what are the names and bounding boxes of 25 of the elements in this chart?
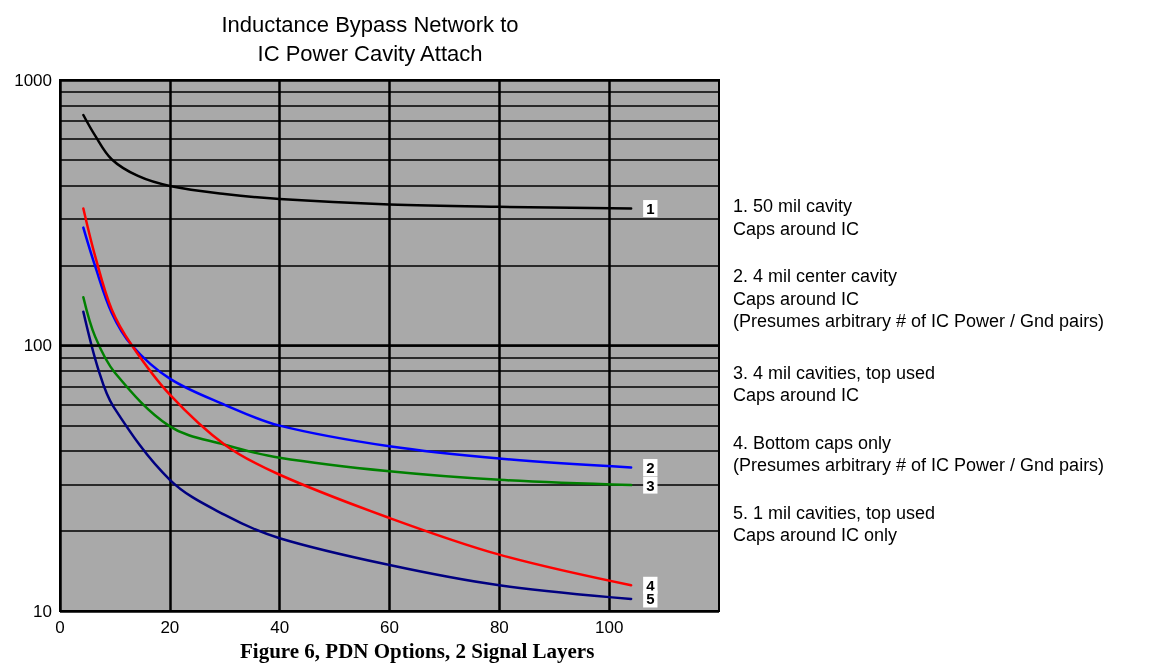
y-tick-label: 1000 <box>14 70 52 90</box>
line-series <box>82 295 633 487</box>
y-tick-label: 100 <box>23 336 52 355</box>
x-tick-label: 100 <box>594 618 624 637</box>
series-label: 1 <box>646 200 655 218</box>
series-label: 5 <box>646 590 655 608</box>
series-label: 2 <box>646 459 655 477</box>
x-tick-label: 20 <box>160 618 180 637</box>
text: 5. 1 mil cavities, top used Caps around IC only <box>733 502 936 546</box>
chart-title: Inductance Bypass Network to IC Power Cavity Attach <box>221 12 519 66</box>
x-tick-label: 60 <box>380 618 399 637</box>
series-label: 3 <box>646 476 655 494</box>
caption: Figure 6, PDN Options, 2 Signal Layers <box>240 638 595 663</box>
x-tick-label: 40 <box>270 618 290 637</box>
line-series <box>82 310 633 601</box>
text: 2. 4 mil center cavity Caps around IC (Presumes arbitrary # of IC Power / Gnd pairs) <box>733 266 1105 332</box>
text: 3. 4 mil cavities, top used Caps around IC <box>733 362 936 406</box>
line-series <box>82 207 633 587</box>
line-series <box>82 226 633 469</box>
text: 4. Bottom caps only (Presumes arbitrary # of IC Power / Gnd pairs) <box>733 432 1105 476</box>
text: 1. 50 mil cavity Caps around IC <box>733 196 860 239</box>
y-tick-label: 10 <box>33 601 52 621</box>
series-label: 4 <box>646 576 656 594</box>
x-tick-label: 0 <box>55 618 65 637</box>
x-tick-label: 80 <box>489 618 509 637</box>
